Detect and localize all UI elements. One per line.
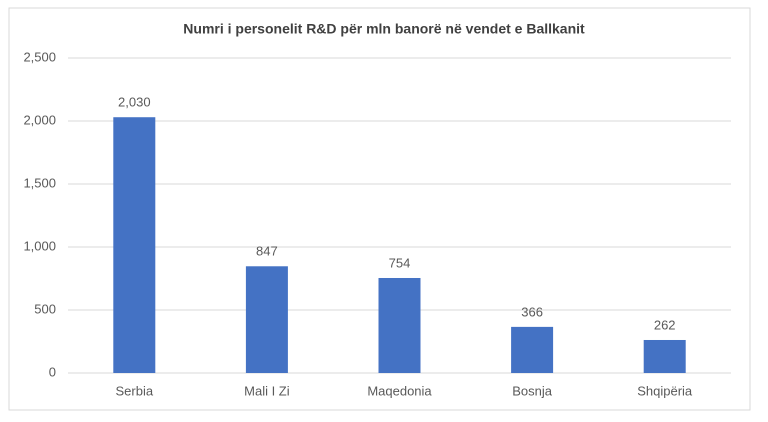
y-tick-label: 1,000 <box>23 238 56 253</box>
data-label: 366 <box>521 304 543 319</box>
y-tick-label: 2,000 <box>23 112 56 127</box>
x-tick-label: Mali I Zi <box>244 383 290 398</box>
bar <box>511 326 554 373</box>
data-label: 2,030 <box>118 95 151 110</box>
chart-title: Numri i personelit R&D për mln banorë në… <box>183 21 585 37</box>
y-tick-label: 1,500 <box>23 175 56 190</box>
bar <box>245 266 288 373</box>
bar <box>378 277 421 373</box>
x-tick-label: Bosnja <box>512 383 553 398</box>
x-tick-label: Serbia <box>116 383 154 398</box>
data-label: 262 <box>654 317 676 332</box>
data-label: 847 <box>256 244 278 259</box>
y-tick-label: 500 <box>34 301 56 316</box>
data-label: 754 <box>389 255 411 270</box>
bar <box>113 117 156 373</box>
x-tick-label: Shqipëria <box>637 383 693 398</box>
bar <box>643 339 686 373</box>
y-tick-label: 0 <box>49 364 56 379</box>
y-tick-label: 2,500 <box>23 49 56 64</box>
x-tick-label: Maqedonia <box>367 383 432 398</box>
